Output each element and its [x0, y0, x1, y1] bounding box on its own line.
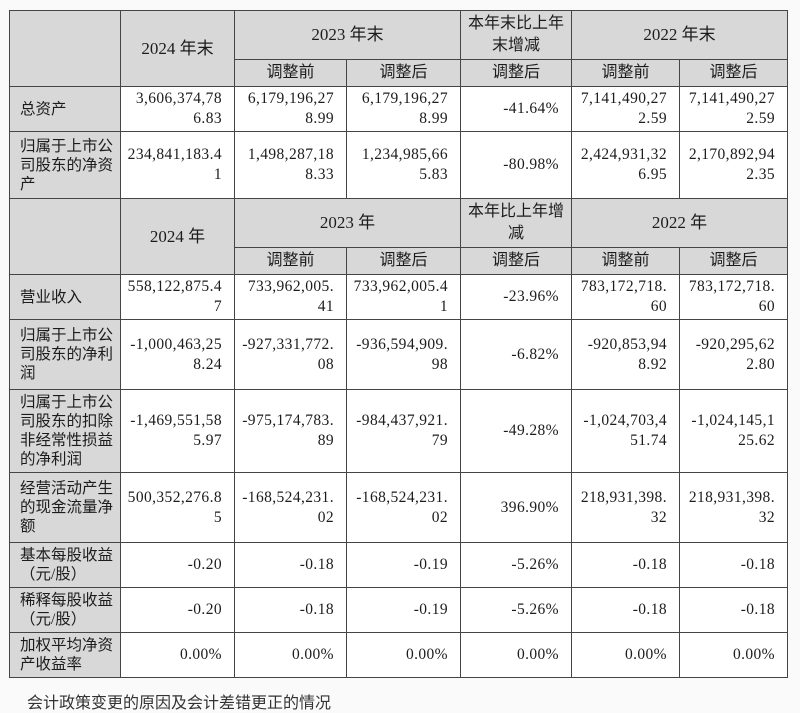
table-row-net-profit: 归属于上市公司股东的净利润 -1,000,463,258.24 -927,331…: [9, 319, 788, 390]
cell-value: -1,000,463,258.24: [120, 319, 235, 390]
cell-value: -0.20: [120, 542, 235, 588]
cell-value: 1,498,287,188.33: [234, 131, 347, 199]
subheader-2023-after: 调整后: [346, 247, 461, 275]
cell-value: -41.64%: [460, 86, 572, 132]
table-row: 2024 年末 2023 年末 本年末比上年末增减 2022 年末: [9, 10, 788, 87]
cell-value: 2,424,931,326.95: [571, 131, 680, 199]
cell-value: -6.82%: [460, 319, 572, 390]
cell-value: 7,141,490,272.59: [571, 86, 680, 132]
row-label: 总资产: [9, 86, 121, 132]
table-row-total-assets: 总资产 3,606,374,786.83 6,179,196,278.99 6,…: [9, 86, 788, 132]
cell-value: -5.26%: [460, 542, 572, 588]
cell-value: 3,606,374,786.83: [120, 86, 235, 132]
cell-value: 558,122,875.47: [120, 274, 235, 320]
cell-value: 218,931,398.32: [679, 472, 788, 543]
column-header-2024-year: 2024 年: [120, 198, 235, 275]
cell-value: -927,331,772.08: [234, 319, 347, 390]
cell-value: 0.00%: [679, 632, 788, 678]
row-label: 经营活动产生的现金流量净额: [9, 472, 121, 543]
cell-value: -1,024,703,451.74: [571, 389, 680, 473]
row-label: 归属于上市公司股东的扣除非经常性损益的净利润: [9, 389, 121, 473]
cell-value: 0.00%: [460, 632, 572, 678]
row-label: 归属于上市公司股东的净资产: [9, 131, 121, 199]
footnote-caption: 会计政策变更的原因及会计差错更正的情况: [27, 695, 332, 712]
cell-value: -0.19: [346, 542, 461, 588]
cell-value: -0.18: [234, 587, 347, 633]
cell-value: -5.26%: [460, 587, 572, 633]
subheader-2023-before: 调整前: [234, 59, 347, 87]
cell-value: 6,179,196,278.99: [234, 86, 347, 132]
subheader-2022-before: 调整前: [571, 247, 680, 275]
cell-value: 396.90%: [460, 472, 572, 543]
table-row: 2024 年 2023 年 本年比上年增减 2022 年: [9, 198, 788, 275]
table-row-diluted-eps: 稀释每股收益（元/股） -0.20 -0.18 -0.19 -5.26% -0.…: [9, 587, 788, 633]
cell-value: 733,962,005.41: [234, 274, 347, 320]
table-row-weighted-roe: 加权平均净资产收益率 0.00% 0.00% 0.00% 0.00% 0.00%…: [9, 632, 788, 678]
column-header-yearend-change: 本年末比上年末增减: [460, 10, 572, 60]
cell-value: 7,141,490,272.59: [679, 86, 788, 132]
row-label: 归属于上市公司股东的净利润: [9, 319, 121, 390]
subheader-2022-after: 调整后: [679, 59, 788, 87]
row-label: 营业收入: [9, 274, 121, 320]
column-header-2024-yearend: 2024 年末: [120, 10, 235, 87]
table-row-net-assets: 归属于上市公司股东的净资产 234,841,183.41 1,498,287,1…: [9, 131, 788, 199]
cell-value: -1,024,145,125.62: [679, 389, 788, 473]
subheader-2022-before: 调整前: [571, 59, 680, 87]
column-header-2022-yearend: 2022 年末: [571, 10, 788, 60]
column-header-2023-yearend: 2023 年末: [234, 10, 461, 60]
cell-value: -920,853,948.92: [571, 319, 680, 390]
row-label: 稀释每股收益（元/股）: [9, 587, 121, 633]
cell-value: 2,170,892,942.35: [679, 131, 788, 199]
cell-value: -80.98%: [460, 131, 572, 199]
table-row: 调整前 调整后 调整后 调整前 调整后: [10, 59, 788, 87]
cell-value: -0.18: [571, 542, 680, 588]
subheader-2023-before: 调整前: [234, 247, 347, 275]
cell-value: -49.28%: [460, 389, 572, 473]
corner-cell: [9, 10, 121, 87]
cell-value: -23.96%: [460, 274, 572, 320]
cell-value: 733,962,005.41: [346, 274, 461, 320]
cell-value: 783,172,718.60: [679, 274, 788, 320]
corner-cell: [9, 198, 121, 275]
table-row-net-profit-excl-nonrecurring: 归属于上市公司股东的扣除非经常性损益的净利润 -1,469,551,585.97…: [9, 389, 788, 473]
cell-value: -0.18: [571, 587, 680, 633]
subheader-change-after: 调整后: [460, 59, 572, 87]
table-row-operating-cashflow: 经营活动产生的现金流量净额 500,352,276.85 -168,524,23…: [9, 472, 788, 543]
subheader-2022-after: 调整后: [679, 247, 788, 275]
cell-value: -975,174,783.89: [234, 389, 347, 473]
table-row-revenue: 营业收入 558,122,875.47 733,962,005.41 733,9…: [9, 274, 788, 320]
cell-value: -936,594,909.98: [346, 319, 461, 390]
column-header-2022-year: 2022 年: [571, 198, 788, 248]
cell-value: -984,437,921.79: [346, 389, 461, 473]
cell-value: -0.18: [679, 542, 788, 588]
cell-value: 783,172,718.60: [571, 274, 680, 320]
column-header-2023-year: 2023 年: [234, 198, 461, 248]
subheader-change-after: 调整后: [460, 247, 572, 275]
table-row-basic-eps: 基本每股收益（元/股） -0.20 -0.18 -0.19 -5.26% -0.…: [9, 542, 788, 588]
table-row: 调整前 调整后 调整后 调整前 调整后: [10, 247, 788, 275]
cell-value: 1,234,985,665.83: [346, 131, 461, 199]
cell-value: -0.19: [346, 587, 461, 633]
cell-value: -0.20: [120, 587, 235, 633]
cell-value: -0.18: [679, 587, 788, 633]
cell-value: 218,931,398.32: [571, 472, 680, 543]
cell-value: -168,524,231.02: [346, 472, 461, 543]
subheader-2023-after: 调整后: [346, 59, 461, 87]
cell-value: 0.00%: [346, 632, 461, 678]
financial-table: 2024 年末 2023 年末 本年末比上年末增减 2022 年末 调整前 调整…: [9, 10, 788, 678]
cell-value: -0.18: [234, 542, 347, 588]
cell-value: 0.00%: [120, 632, 235, 678]
cell-value: 6,179,196,278.99: [346, 86, 461, 132]
row-label: 基本每股收益（元/股）: [9, 542, 121, 588]
cell-value: -920,295,622.80: [679, 319, 788, 390]
cell-value: 500,352,276.85: [120, 472, 235, 543]
cell-value: -168,524,231.02: [234, 472, 347, 543]
cell-value: 234,841,183.41: [120, 131, 235, 199]
cell-value: 0.00%: [234, 632, 347, 678]
column-header-year-change: 本年比上年增减: [460, 198, 572, 248]
row-label: 加权平均净资产收益率: [9, 632, 121, 678]
cell-value: 0.00%: [571, 632, 680, 678]
cell-value: -1,469,551,585.97: [120, 389, 235, 473]
